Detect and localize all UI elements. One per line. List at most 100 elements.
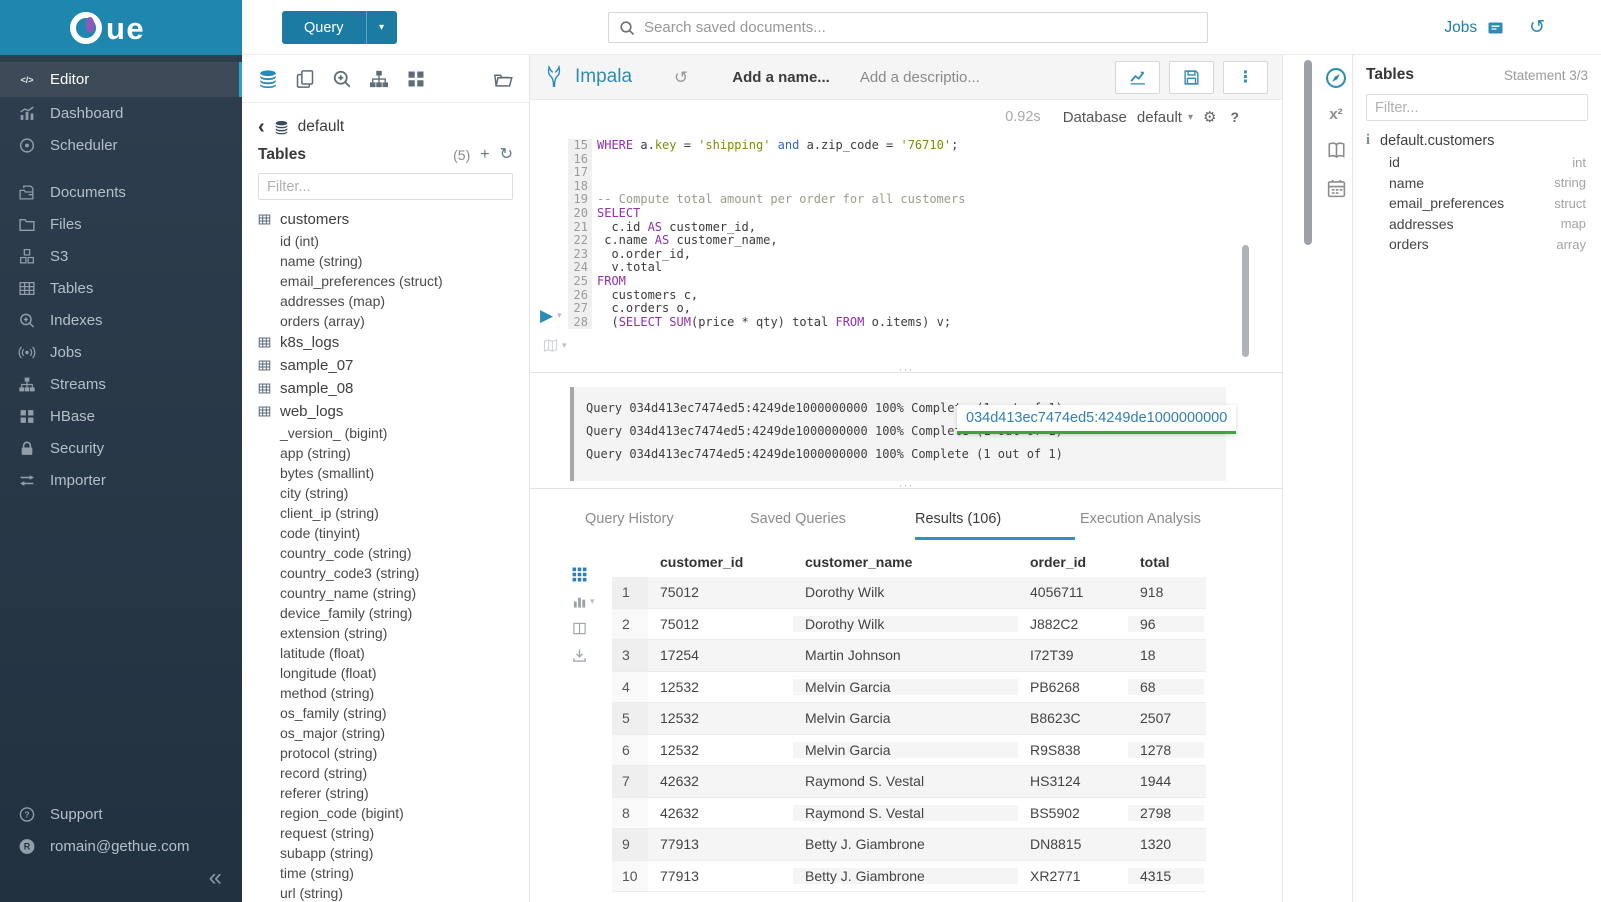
column-row[interactable]: addresses map bbox=[1366, 214, 1588, 235]
column-item[interactable]: extension (string) bbox=[258, 623, 529, 643]
refresh-tables-button[interactable]: ↻ bbox=[500, 147, 513, 163]
column-item[interactable]: region_code (bigint) bbox=[258, 803, 529, 823]
query-history-icon[interactable]: ↺ bbox=[674, 69, 688, 86]
database-selector[interactable]: default ▾ bbox=[1137, 109, 1193, 126]
column-item[interactable]: country_name (string) bbox=[258, 583, 529, 603]
table-item[interactable]: web_logs bbox=[258, 400, 529, 423]
sidebar-item-streams[interactable]: Streams bbox=[0, 368, 242, 400]
column-item[interactable]: latitude (float) bbox=[258, 643, 529, 663]
back-chevron[interactable]: ‹ bbox=[258, 119, 265, 135]
column-item[interactable]: device_family (string) bbox=[258, 603, 529, 623]
column-item[interactable]: code (tinyint) bbox=[258, 523, 529, 543]
sidebar-item-tables[interactable]: Tables bbox=[0, 272, 242, 304]
results-columns-icon[interactable] bbox=[572, 621, 587, 636]
active-table[interactable]: i default.customers bbox=[1366, 132, 1588, 149]
more-actions-button[interactable]: ⋮ bbox=[1223, 61, 1268, 94]
settings-gear-icon[interactable]: ⚙ bbox=[1203, 108, 1216, 126]
folder-icon[interactable] bbox=[493, 69, 513, 89]
column-row[interactable]: id int bbox=[1366, 152, 1588, 173]
result-tab[interactable]: Saved Queries bbox=[750, 500, 915, 540]
results-grid-icon[interactable] bbox=[572, 567, 587, 582]
resize-handle[interactable]: ··· bbox=[899, 363, 914, 375]
sidebar-item-dashboard[interactable]: Dashboard bbox=[0, 97, 242, 129]
add-table-button[interactable]: + bbox=[480, 147, 489, 163]
language-docs-icon[interactable] bbox=[1326, 140, 1347, 161]
column-item[interactable]: record (string) bbox=[258, 763, 529, 783]
column-item[interactable]: method (string) bbox=[258, 683, 529, 703]
table-item[interactable]: sample_07 bbox=[258, 354, 529, 377]
collapse-sidebar-button[interactable]: « bbox=[209, 866, 222, 890]
column-item[interactable]: id (int) bbox=[258, 231, 529, 251]
save-button[interactable] bbox=[1169, 61, 1214, 94]
table-item[interactable]: sample_08 bbox=[258, 377, 529, 400]
query-dropdown-caret[interactable]: ▾ bbox=[367, 11, 397, 44]
databases-icon[interactable] bbox=[258, 69, 278, 89]
engine-name[interactable]: Impala bbox=[575, 66, 632, 88]
sidebar-item-files[interactable]: Files bbox=[0, 208, 242, 240]
column-row[interactable]: name string bbox=[1366, 173, 1588, 194]
sidebar-item-hbase[interactable]: HBase bbox=[0, 400, 242, 432]
column-item[interactable]: name (string) bbox=[258, 251, 529, 271]
column-item[interactable]: addresses (map) bbox=[258, 291, 529, 311]
results-chart-button[interactable]: ▾ bbox=[572, 594, 595, 609]
sidebar-item-support[interactable]: Support bbox=[0, 798, 242, 830]
table-item[interactable]: customers bbox=[258, 208, 529, 231]
right-filter-input[interactable] bbox=[1375, 100, 1579, 116]
sidebar-item-jobs[interactable]: Jobs bbox=[0, 336, 242, 368]
column-item[interactable]: email_preferences (struct) bbox=[258, 271, 529, 291]
sidebar-item-editor[interactable]: Editor bbox=[0, 62, 242, 97]
column-header-order-id[interactable]: order_id bbox=[1018, 554, 1128, 570]
query-description-field[interactable]: Add a descriptio... bbox=[860, 69, 980, 86]
sidebar-item-s3[interactable]: S3 bbox=[0, 240, 242, 272]
sitemap-icon[interactable] bbox=[369, 69, 389, 89]
assist-compass-icon[interactable] bbox=[1325, 67, 1347, 89]
results-download-icon[interactable] bbox=[572, 648, 587, 663]
help-icon[interactable]: ? bbox=[1230, 109, 1239, 125]
column-item[interactable]: client_ip (string) bbox=[258, 503, 529, 523]
column-item[interactable]: time (string) bbox=[258, 863, 529, 883]
jobs-link[interactable]: Jobs bbox=[1444, 19, 1505, 37]
query-name-field[interactable]: Add a name... bbox=[732, 69, 830, 86]
column-item[interactable]: country_code3 (string) bbox=[258, 563, 529, 583]
column-item[interactable]: _version_ (bigint) bbox=[258, 423, 529, 443]
sidebar-item-indexes[interactable]: Indexes bbox=[0, 304, 242, 336]
column-item[interactable]: url (string) bbox=[258, 883, 529, 902]
column-header-customer-id[interactable]: customer_id bbox=[648, 554, 793, 570]
column-header-total[interactable]: total bbox=[1128, 554, 1204, 570]
query-button[interactable]: Query bbox=[282, 11, 367, 44]
sidebar-item-user[interactable]: romain@gethue.com bbox=[0, 830, 242, 862]
history-icon[interactable]: ↺ bbox=[1529, 18, 1545, 37]
column-item[interactable]: os_family (string) bbox=[258, 703, 529, 723]
column-item[interactable]: country_code (string) bbox=[258, 543, 529, 563]
column-header-customer-name[interactable]: customer_name bbox=[793, 554, 1018, 570]
apps-grid-icon[interactable] bbox=[406, 69, 426, 89]
column-item[interactable]: app (string) bbox=[258, 443, 529, 463]
documents-copy-icon[interactable] bbox=[295, 69, 315, 89]
column-item[interactable]: city (string) bbox=[258, 483, 529, 503]
resize-handle[interactable]: ··· bbox=[899, 479, 914, 491]
calendar-icon[interactable] bbox=[1326, 178, 1347, 199]
sidebar-item-security[interactable]: Security bbox=[0, 432, 242, 464]
column-item[interactable]: protocol (string) bbox=[258, 743, 529, 763]
result-tab[interactable]: Query History bbox=[585, 500, 750, 540]
column-row[interactable]: email_preferences struct bbox=[1366, 193, 1588, 214]
table-item[interactable]: k8s_logs bbox=[258, 331, 529, 354]
zoom-in-icon[interactable] bbox=[332, 69, 352, 89]
presentation-mode-button[interactable]: ▾ bbox=[542, 338, 567, 353]
chart-button[interactable] bbox=[1115, 61, 1160, 94]
functions-superscript-icon[interactable]: x² bbox=[1329, 106, 1342, 123]
column-item[interactable]: os_major (string) bbox=[258, 723, 529, 743]
search-input[interactable] bbox=[644, 19, 1197, 36]
job-id-link[interactable]: 034d413ec7474ed5:4249de1000000000 bbox=[957, 405, 1236, 434]
editor-scrollbar[interactable] bbox=[1242, 245, 1249, 357]
result-tab[interactable]: Results (106) bbox=[915, 500, 1080, 540]
column-item[interactable]: subapp (string) bbox=[258, 843, 529, 863]
column-item[interactable]: request (string) bbox=[258, 823, 529, 843]
column-item[interactable]: bytes (smallint) bbox=[258, 463, 529, 483]
hue-logo[interactable]: ue bbox=[0, 0, 242, 55]
code-editor[interactable]: 15 WHERE a.key = 'shipping' and a.zip_co… bbox=[530, 139, 1250, 329]
table-filter-input[interactable] bbox=[267, 179, 504, 195]
main-scrollbar[interactable] bbox=[1304, 60, 1312, 245]
column-item[interactable]: longitude (float) bbox=[258, 663, 529, 683]
sidebar-item-importer[interactable]: Importer bbox=[0, 464, 242, 496]
